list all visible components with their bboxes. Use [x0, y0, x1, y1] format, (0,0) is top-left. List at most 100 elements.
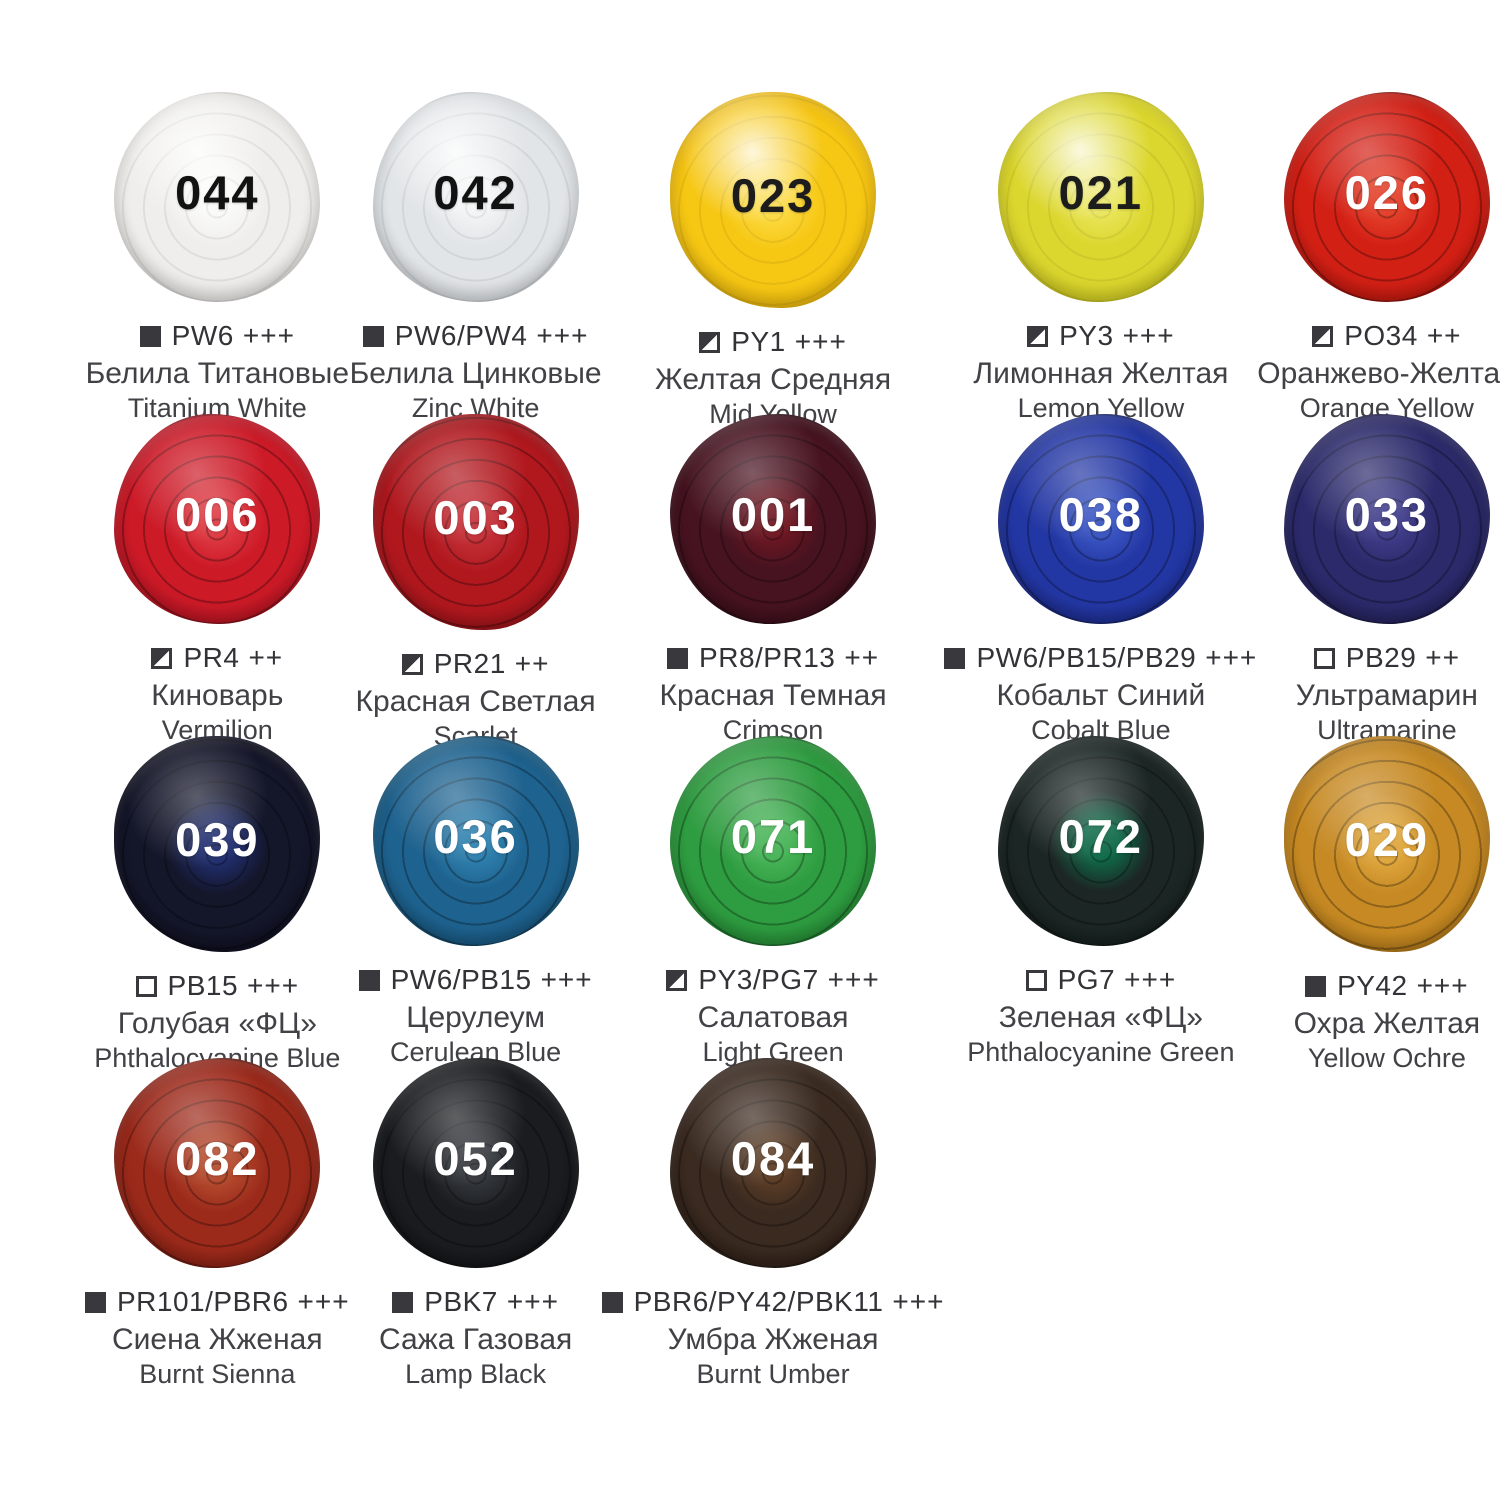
- lightfastness-rating: +++: [1122, 320, 1175, 351]
- lightfastness-rating: ++: [514, 648, 550, 679]
- paint-number: 029: [1344, 813, 1430, 867]
- pigment-code: PB15: [167, 970, 239, 1001]
- paint-label: PW6/PW4 +++ Белила Цинковые Zinc White: [350, 319, 602, 425]
- paint-number: 021: [1058, 166, 1144, 220]
- paint-number: 082: [175, 1132, 260, 1186]
- paint-label: PY1 +++ Желтая Средняя Mid Yellow: [602, 325, 945, 431]
- opacity-semitransparent-icon: [1027, 325, 1049, 347]
- paint-blob: 023: [670, 92, 877, 308]
- paint-name-russian: Белила Титановые: [85, 357, 350, 390]
- paint-blob: 039: [114, 736, 321, 952]
- opacity-semitransparent-icon: [1312, 325, 1334, 347]
- lightfastness-rating: +++: [892, 1286, 945, 1317]
- opacity-opaque-icon: [601, 1291, 623, 1313]
- paint-name-russian: Охра Желтая: [1293, 1007, 1481, 1040]
- lightfastness-rating: +++: [794, 326, 847, 357]
- paint-number: 033: [1344, 488, 1430, 542]
- paint-number: 001: [730, 488, 816, 542]
- pigment-code-line: PY1 +++: [602, 325, 945, 359]
- pigment-code-line: PY42 +++: [1257, 969, 1500, 1003]
- paint-name-english: Burnt Sienna: [139, 1359, 296, 1389]
- paint-label: PB15 +++ Голубая «ФЦ» Phthalocyanine Blu…: [85, 969, 350, 1075]
- paint-blob: 052: [372, 1058, 579, 1268]
- pigment-code: PW6/PB15/PB29: [976, 642, 1197, 673]
- paint-name-russian: Салатовая: [697, 1001, 849, 1034]
- opacity-opaque-icon: [362, 325, 384, 347]
- opacity-transparent-icon: [1025, 969, 1047, 991]
- pigment-code: PG7: [1057, 964, 1116, 995]
- paint-number: 038: [1058, 488, 1144, 542]
- paint-blob: 071: [670, 736, 877, 946]
- pigment-code-line: PW6/PB15 +++: [350, 963, 602, 997]
- paint-blob: 021: [997, 92, 1204, 302]
- paint-swatch: 039 PB15 +++ Голубая «ФЦ» Phthalocyanine…: [85, 736, 350, 1073]
- lightfastness-rating: +++: [827, 964, 880, 995]
- paint-name-russian: Сиена Жженая: [111, 1323, 323, 1356]
- paint-swatch: 006 PR4 ++ Киноварь Vermilion: [85, 414, 350, 745]
- paint-swatch-grid: 044 PW6 +++ Белила Титановые Titanium Wh…: [85, 92, 1500, 1389]
- pigment-code-line: PG7 +++: [944, 963, 1257, 997]
- paint-number: 044: [175, 166, 260, 220]
- lightfastness-rating: +++: [536, 320, 589, 351]
- lightfastness-rating: ++: [1426, 320, 1462, 351]
- pigment-code-line: PR8/PR13 ++: [602, 641, 945, 675]
- pigment-code: PY3: [1059, 320, 1114, 351]
- pigment-code: PO34: [1344, 320, 1418, 351]
- pigment-code-line: PB29 ++: [1257, 641, 1500, 675]
- lightfastness-rating: ++: [1425, 642, 1460, 673]
- paint-label: PBK7 +++ Сажа Газовая Lamp Black: [350, 1285, 602, 1391]
- paint-number: 003: [433, 491, 518, 545]
- paint-blob: 029: [1283, 736, 1490, 952]
- paint-name-russian: Оранжево-Желтая: [1257, 357, 1500, 390]
- pigment-code-line: PB15 +++: [85, 969, 350, 1003]
- paint-blob: 042: [372, 92, 579, 302]
- paint-label: PB29 ++ Ультрамарин Ultramarine: [1257, 641, 1500, 747]
- pigment-code: PBK7: [424, 1286, 498, 1317]
- opacity-semitransparent-icon: [699, 331, 721, 353]
- lightfastness-rating: ++: [248, 642, 284, 673]
- paint-label: PY42 +++ Охра Желтая Yellow Ochre: [1257, 969, 1500, 1075]
- opacity-opaque-icon: [944, 647, 966, 669]
- paint-label: PR8/PR13 ++ Красная Темная Crimson: [602, 641, 945, 747]
- paint-name-english: Yellow Ochre: [1307, 1043, 1466, 1073]
- lightfastness-rating: +++: [242, 320, 295, 351]
- pigment-code: PW6/PB15: [390, 964, 532, 995]
- opacity-opaque-icon: [667, 647, 689, 669]
- pigment-code: PR8/PR13: [699, 642, 836, 673]
- paint-swatch: 021 PY3 +++ Лимонная Желтая Lemon Yellow: [944, 92, 1257, 423]
- paint-name-russian: Сажа Газовая: [378, 1323, 573, 1356]
- lightfastness-rating: ++: [844, 642, 880, 673]
- paint-name-russian: Церулеум: [406, 1001, 545, 1034]
- paint-number: 036: [433, 810, 518, 864]
- lightfastness-rating: +++: [297, 1286, 350, 1317]
- paint-name-russian: Голубая «ФЦ»: [117, 1007, 317, 1040]
- paint-name-russian: Кобальт Синий: [996, 679, 1206, 712]
- paint-blob: 044: [114, 92, 321, 302]
- paint-number: 026: [1344, 166, 1430, 220]
- paint-name-russian: Красная Светлая: [355, 685, 596, 718]
- opacity-transparent-icon: [135, 975, 157, 997]
- paint-number: 072: [1058, 810, 1144, 864]
- pigment-code-line: PW6/PB15/PB29 +++: [944, 641, 1257, 675]
- paint-swatch: 071 PY3/PG7 +++ Салатовая Light Green: [602, 736, 945, 1067]
- paint-name-russian: Ультрамарин: [1295, 679, 1478, 712]
- paint-name-russian: Красная Темная: [659, 679, 887, 712]
- paint-blob: 001: [670, 414, 877, 624]
- paint-name-russian: Лимонная Желтая: [973, 357, 1229, 390]
- paint-label: PW6/PB15/PB29 +++ Кобальт Синий Cobalt B…: [944, 641, 1257, 747]
- pigment-code: PR101/PBR6: [117, 1286, 289, 1317]
- paint-swatch: 026 PO34 ++ Оранжево-Желтая Orange Yello…: [1257, 92, 1500, 423]
- paint-blob: 003: [372, 414, 579, 630]
- pigment-code: PB29: [1345, 642, 1417, 673]
- paint-swatch: 044 PW6 +++ Белила Титановые Titanium Wh…: [85, 92, 350, 423]
- pigment-code: PBR6/PY42/PBK11: [633, 1286, 884, 1317]
- paint-name-english: Lamp Black: [405, 1359, 547, 1389]
- paint-number: 006: [175, 488, 260, 542]
- paint-name-russian: Желтая Средняя: [654, 363, 892, 396]
- opacity-opaque-icon: [139, 325, 161, 347]
- opacity-opaque-icon: [358, 969, 380, 991]
- opacity-transparent-icon: [1313, 647, 1335, 669]
- paint-swatch: 001 PR8/PR13 ++ Красная Темная Crimson: [602, 414, 945, 745]
- paint-name-russian: Зеленая «ФЦ»: [998, 1001, 1203, 1034]
